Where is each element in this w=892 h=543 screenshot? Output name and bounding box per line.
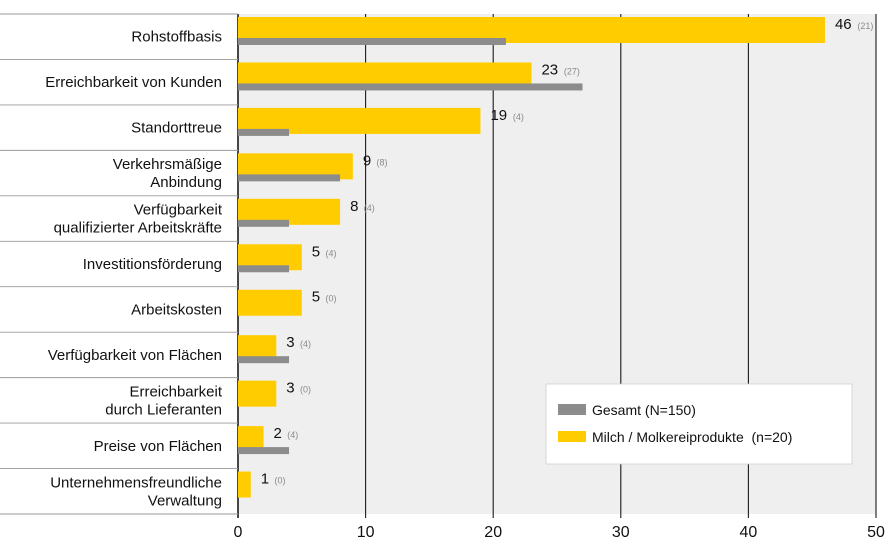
comparison-value-label: (21): [857, 21, 873, 31]
legend-box: [545, 383, 853, 465]
value-label: 3: [286, 380, 294, 397]
category-label: Erreichbarkeit: [129, 383, 222, 400]
category-label: Standorttreue: [131, 120, 222, 137]
x-tick-label: 10: [357, 524, 375, 541]
x-axis-tick-labels: 0 10 20 30 40 50: [234, 524, 885, 541]
value-label: 2: [274, 425, 282, 442]
category-label: Erreichbarkeit von Kunden: [45, 74, 222, 91]
category-label: Verwaltung: [148, 492, 222, 509]
comparison-value-label: (4): [287, 430, 298, 440]
value-label: 3: [286, 334, 294, 351]
category-separators: [0, 13, 238, 515]
category-label: Investitionsförderung: [83, 256, 222, 273]
category-label: durch Lieferanten: [105, 401, 222, 418]
value-label: 9: [363, 152, 371, 169]
category-label: Anbindung: [150, 174, 222, 191]
bar-milch: [238, 380, 277, 407]
category-labels: Rohstoffbasis Erreichbarkeit von Kunden St…: [45, 29, 223, 510]
bar-gesamt: [238, 38, 506, 45]
bar-milch: [238, 471, 251, 498]
x-tick-label: 20: [484, 524, 502, 541]
bar-gesamt: [238, 174, 341, 182]
comparison-value-label: (0): [326, 294, 337, 304]
value-label: 19: [490, 107, 507, 124]
value-label: 5: [312, 243, 320, 260]
legend-label-milch: Milch / Molkereiprodukte (n=20): [592, 429, 792, 445]
comparison-value-label: (4): [364, 203, 375, 213]
bars: [238, 17, 825, 498]
comparison-value-label: (27): [564, 66, 580, 76]
comparison-value-label: (0): [274, 476, 285, 486]
value-labels: 46 (21) 23 (27) 19 (4) 9 (8) 8 (4) 5 (4) 5 (0) 3 (4) 3 (0…: [261, 16, 874, 488]
category-label: Verkehrsmäßige: [113, 156, 222, 173]
bar-gesamt: [238, 83, 583, 91]
category-label: Arbeitskosten: [131, 301, 222, 318]
bar-milch: [238, 289, 302, 316]
x-tick-label: 30: [612, 524, 630, 541]
value-label: 46: [835, 16, 852, 33]
x-tick-label: 0: [234, 524, 243, 541]
category-label: Verfügbarkeit von Flächen: [48, 347, 222, 364]
category-label: Verfügbarkeit: [134, 202, 223, 219]
legend-swatch-milch: [558, 431, 586, 442]
comparison-value-label: (4): [300, 339, 311, 349]
value-label: 8: [350, 198, 358, 215]
comparison-value-label: (4): [513, 112, 524, 122]
legend-label-gesamt: Gesamt (N=150): [592, 402, 696, 418]
x-tick-label: 40: [740, 524, 758, 541]
category-label: Unternehmensfreundliche: [50, 474, 222, 491]
bar-gesamt: [238, 128, 290, 136]
x-tick-label: 50: [867, 524, 885, 541]
bar-gesamt: [238, 219, 290, 227]
category-label: Rohstoffbasis: [131, 29, 222, 46]
comparison-value-label: (4): [326, 248, 337, 258]
bar-gesamt: [238, 265, 290, 273]
bar-gesamt: [238, 447, 290, 455]
comparison-value-label: (8): [377, 157, 388, 167]
value-label: 1: [261, 471, 269, 488]
category-label: Preise von Flächen: [94, 438, 222, 455]
legend: Gesamt (N=150) Milch / Molkereiprodukte (…: [545, 383, 853, 465]
category-label: qualifizierter Arbeitskräfte: [54, 220, 222, 237]
comparison-value-label: (0): [300, 385, 311, 395]
bar-gesamt: [238, 356, 290, 364]
value-label: 23: [541, 61, 558, 78]
value-label: 5: [312, 289, 320, 306]
legend-swatch-gesamt: [558, 404, 586, 415]
